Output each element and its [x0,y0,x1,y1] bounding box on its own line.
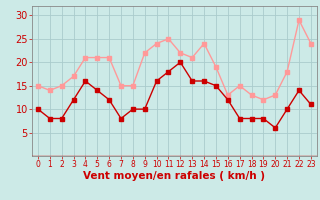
X-axis label: Vent moyen/en rafales ( km/h ): Vent moyen/en rafales ( km/h ) [84,171,265,181]
